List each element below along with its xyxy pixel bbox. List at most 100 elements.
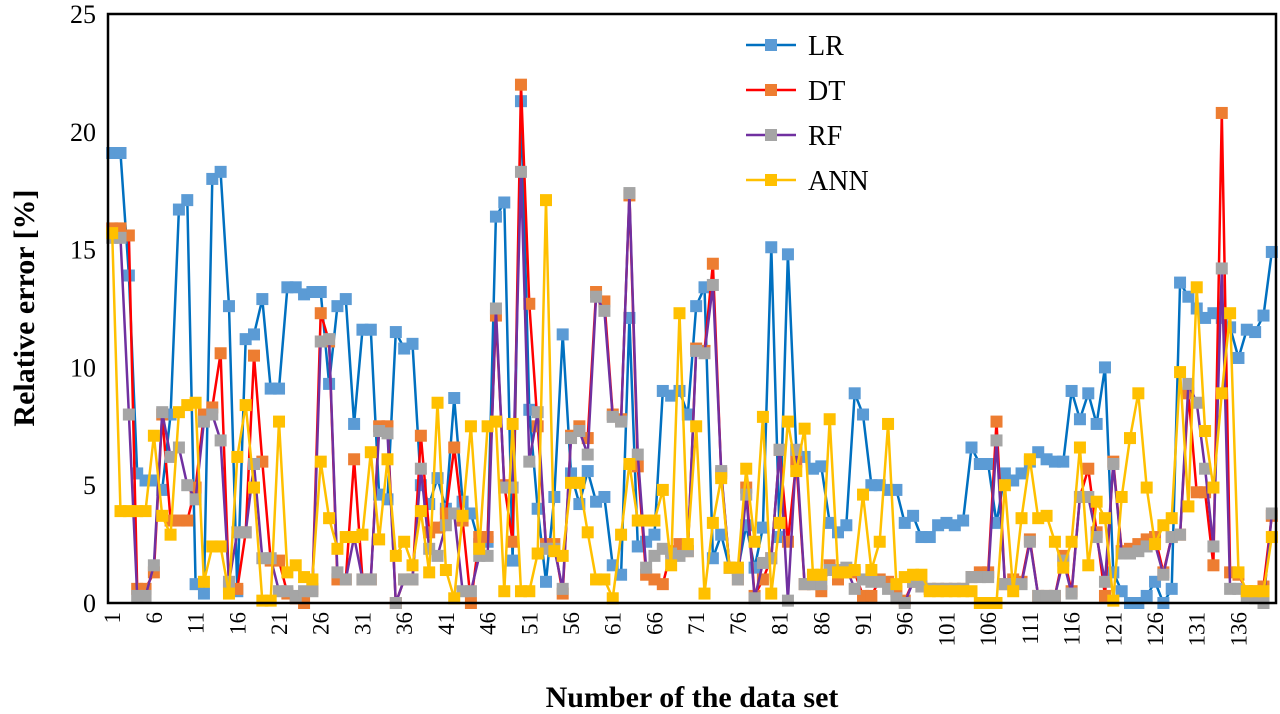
data-point-dt bbox=[523, 297, 536, 310]
plot-area-border bbox=[106, 12, 1278, 605]
data-point-ann bbox=[489, 415, 502, 428]
data-point-rf bbox=[748, 592, 761, 605]
data-point-rf bbox=[990, 434, 1003, 447]
data-point-lr bbox=[781, 248, 794, 261]
x-tick-label: 71 bbox=[684, 612, 709, 635]
data-point-dt bbox=[1207, 559, 1220, 572]
data-point-ann bbox=[765, 587, 778, 600]
data-point-rf bbox=[590, 290, 603, 303]
data-point-rf bbox=[1207, 540, 1220, 553]
data-point-lr bbox=[1057, 455, 1070, 468]
data-point-lr bbox=[1082, 387, 1095, 400]
data-point-lr bbox=[681, 408, 694, 421]
data-point-ann bbox=[506, 417, 519, 430]
data-point-lr bbox=[256, 293, 269, 306]
data-point-ann bbox=[606, 592, 619, 605]
x-tick-label: 81 bbox=[768, 612, 793, 635]
data-point-ann bbox=[857, 488, 870, 501]
data-point-ann bbox=[248, 481, 260, 494]
data-point-rf bbox=[731, 573, 744, 586]
data-point-ann bbox=[598, 573, 611, 586]
data-point-ann bbox=[715, 472, 728, 485]
data-point-lr bbox=[1073, 413, 1086, 426]
data-point-ann bbox=[156, 509, 169, 522]
data-point-lr bbox=[273, 382, 286, 395]
data-point-lr bbox=[389, 326, 402, 339]
data-point-lr bbox=[406, 337, 419, 350]
data-point-lr bbox=[923, 531, 936, 544]
data-point-ann bbox=[815, 568, 828, 581]
data-point-lr bbox=[339, 293, 352, 306]
data-point-lr bbox=[556, 328, 569, 341]
data-point-ann bbox=[531, 547, 544, 560]
data-point-ann bbox=[1224, 307, 1237, 320]
data-point-rf bbox=[514, 165, 527, 178]
data-point-ann bbox=[1007, 585, 1020, 598]
x-tick-label: 96 bbox=[893, 612, 918, 635]
data-point-ann bbox=[323, 512, 336, 525]
data-point-dt bbox=[656, 578, 669, 591]
legend-item-dt: DT bbox=[746, 76, 845, 107]
data-point-ann bbox=[731, 561, 744, 574]
data-point-rf bbox=[1098, 575, 1111, 588]
data-point-dt bbox=[990, 415, 1003, 428]
data-point-rf bbox=[381, 427, 394, 440]
data-point-rf bbox=[1157, 568, 1170, 581]
data-point-rf bbox=[164, 450, 177, 463]
data-point-lr bbox=[756, 521, 769, 534]
data-point-lr bbox=[615, 568, 628, 581]
data-point-ann bbox=[398, 535, 411, 548]
data-point-ann bbox=[798, 422, 811, 435]
data-point-lr bbox=[598, 490, 611, 503]
y-axis-ticks: 0 5 10 15 20 25 bbox=[70, 0, 96, 618]
data-point-ann bbox=[1065, 535, 1078, 548]
data-point-ann bbox=[164, 528, 177, 541]
data-point-ann bbox=[523, 585, 536, 598]
data-point-lr bbox=[1182, 290, 1195, 303]
data-point-ann bbox=[197, 575, 210, 588]
data-point-lr bbox=[348, 417, 361, 430]
data-point-ann bbox=[1040, 509, 1053, 522]
data-point-rf bbox=[523, 455, 536, 468]
data-point-ann bbox=[239, 399, 252, 412]
x-tick-label: 66 bbox=[642, 612, 667, 635]
data-point-lr bbox=[1232, 351, 1245, 364]
data-point-rf bbox=[439, 519, 452, 532]
data-point-dt bbox=[506, 535, 519, 548]
x-tick-label: 116 bbox=[1060, 612, 1085, 646]
data-point-ann bbox=[1257, 585, 1270, 598]
data-point-rf bbox=[556, 582, 569, 595]
data-point-lr bbox=[982, 457, 995, 470]
data-point-rf bbox=[239, 526, 252, 539]
data-point-lr bbox=[581, 465, 594, 478]
data-point-lr bbox=[548, 490, 561, 503]
data-point-rf bbox=[1215, 262, 1228, 275]
data-point-lr bbox=[815, 460, 828, 473]
legend-marker bbox=[765, 174, 777, 186]
data-point-rf bbox=[431, 549, 444, 562]
data-point-lr bbox=[248, 328, 260, 341]
data-point-ann bbox=[965, 585, 978, 598]
data-point-dt bbox=[865, 589, 878, 602]
data-point-ann bbox=[1090, 495, 1103, 508]
data-point-ann bbox=[498, 585, 511, 598]
data-point-ann bbox=[473, 542, 486, 555]
data-point-lr bbox=[498, 196, 511, 209]
data-point-lr bbox=[990, 516, 1003, 529]
data-point-rf bbox=[1023, 535, 1036, 548]
data-point-rf bbox=[172, 441, 185, 454]
data-point-ann bbox=[998, 479, 1011, 492]
data-point-ann bbox=[373, 533, 386, 546]
data-point-rf bbox=[206, 408, 219, 421]
data-point-rf bbox=[815, 578, 828, 591]
data-point-rf bbox=[506, 481, 519, 494]
data-point-ann bbox=[581, 526, 594, 539]
data-point-rf bbox=[581, 448, 594, 461]
data-point-ann bbox=[1207, 481, 1220, 494]
data-point-lr bbox=[540, 575, 552, 588]
x-tick-label: 61 bbox=[601, 612, 626, 635]
data-point-ann bbox=[706, 516, 719, 529]
data-point-lr bbox=[1249, 326, 1262, 339]
data-point-lr bbox=[147, 474, 160, 487]
data-point-ann bbox=[756, 410, 769, 423]
